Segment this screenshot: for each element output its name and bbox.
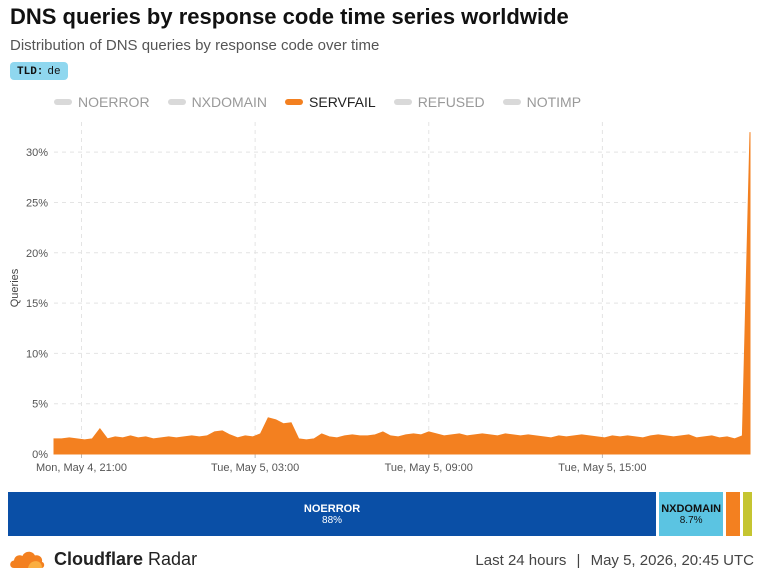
summary-segment-notimp[interactable] bbox=[743, 492, 753, 536]
chart-plot: 0% 5% 10% 15% 20% 25% 30% Mon, May 4, 21:00 Tue,… bbox=[9, 122, 751, 474]
legend-label: NOERROR bbox=[78, 94, 150, 110]
x-tick-label: Tue, May 5, 03:00 bbox=[211, 462, 299, 474]
legend-swatch bbox=[502, 99, 521, 105]
segment-value: 88% bbox=[322, 514, 343, 526]
timestamp: May 5, 2026, 20:45 UTC bbox=[590, 552, 754, 569]
legend-item-refused[interactable]: REFUSED bbox=[393, 94, 485, 110]
x-tick-label: Tue, May 5, 09:00 bbox=[385, 462, 473, 474]
y-tick-label: 0% bbox=[32, 449, 48, 461]
y-tick-label: 30% bbox=[26, 147, 48, 159]
y-tick-label: 20% bbox=[26, 248, 48, 260]
time-range-info: Last 24 hours | May 5, 2026, 20:45 UTC bbox=[475, 552, 754, 569]
legend-label: NOTIMP bbox=[526, 94, 582, 110]
y-axis-label: Queries bbox=[9, 268, 21, 307]
legend-swatch bbox=[393, 99, 412, 105]
legend-item-nxdomain[interactable]: NXDOMAIN bbox=[167, 94, 268, 110]
segment-label: NXDOMAIN bbox=[661, 502, 722, 515]
legend-swatch bbox=[285, 99, 304, 105]
y-tick-label: 25% bbox=[26, 197, 48, 209]
period-label: Last 24 hours bbox=[475, 552, 567, 569]
legend-label: REFUSED bbox=[417, 94, 485, 110]
y-tick-label: 5% bbox=[32, 399, 48, 411]
summary-segment-nxdomain[interactable]: NXDOMAIN 8.7% bbox=[659, 492, 724, 536]
response-code-summary-bar: NOERROR 88% NXDOMAIN 8.7% bbox=[8, 492, 753, 536]
chart-subtitle: Distribution of DNS queries by response … bbox=[10, 37, 380, 54]
brand-name: Cloudflare Radar bbox=[54, 548, 198, 569]
legend-item-notimp[interactable]: NOTIMP bbox=[502, 94, 582, 110]
series-area-servfail bbox=[53, 132, 751, 455]
badge-key: TLD: bbox=[17, 66, 44, 78]
legend-item-noerror[interactable]: NOERROR bbox=[54, 94, 150, 110]
badge-value: de bbox=[47, 66, 61, 78]
separator: | bbox=[576, 552, 581, 569]
summary-segment-noerror[interactable]: NOERROR 88% bbox=[8, 492, 657, 536]
y-tick-label: 15% bbox=[26, 298, 48, 310]
legend-item-servfail[interactable]: SERVFAIL bbox=[285, 94, 376, 110]
x-tick-label: Tue, May 5, 15:00 bbox=[558, 462, 646, 474]
x-tick-label: Mon, May 4, 21:00 bbox=[36, 462, 127, 474]
cloudflare-cloud-icon bbox=[10, 551, 45, 568]
chart-title: DNS queries by response code time series… bbox=[10, 4, 569, 29]
legend-label: NXDOMAIN bbox=[191, 94, 268, 110]
segment-label: NOERROR bbox=[303, 502, 361, 515]
legend-label: SERVFAIL bbox=[309, 94, 376, 110]
y-tick-label: 10% bbox=[26, 348, 48, 360]
summary-segment-refused[interactable] bbox=[726, 492, 741, 536]
segment-value: 8.7% bbox=[679, 514, 703, 526]
tld-filter-badge[interactable]: TLD: de bbox=[10, 62, 68, 80]
legend: NOERROR NXDOMAIN SERVFAIL REFUSED NOTIMP bbox=[54, 94, 581, 110]
legend-swatch bbox=[167, 99, 186, 105]
legend-swatch bbox=[54, 99, 72, 105]
cloudflare-radar-logo[interactable]: Cloudflare Radar bbox=[8, 548, 197, 570]
